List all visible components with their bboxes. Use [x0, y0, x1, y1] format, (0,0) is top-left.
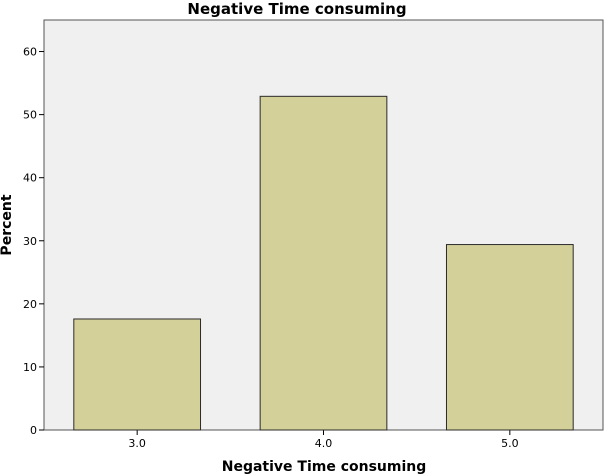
y-tick-label: 20 — [23, 298, 37, 311]
x-axis-label: Negative Time consuming — [222, 459, 427, 475]
x-tick-label: 5.0 — [501, 437, 519, 450]
y-tick-label: 0 — [30, 424, 37, 437]
y-tick-label: 60 — [23, 46, 37, 59]
y-tick-label: 40 — [23, 172, 37, 185]
bar-5-0 — [445, 244, 574, 431]
bars — [73, 95, 574, 431]
y-tick-label: 30 — [23, 235, 37, 248]
x-tick-label: 4.0 — [315, 437, 333, 450]
x-axis: 3.0 4.0 5.0 — [128, 430, 519, 450]
chart-title: Negative Time consuming — [187, 0, 406, 18]
bar-3-0 — [73, 318, 202, 431]
y-tick-label: 10 — [23, 361, 37, 374]
y-tick-label: 50 — [23, 109, 37, 122]
y-axis-label: Percent — [0, 194, 15, 255]
x-tick-label: 3.0 — [128, 437, 146, 450]
bar-4-0 — [259, 95, 388, 431]
y-axis: 0 10 20 30 40 50 60 — [23, 46, 44, 437]
